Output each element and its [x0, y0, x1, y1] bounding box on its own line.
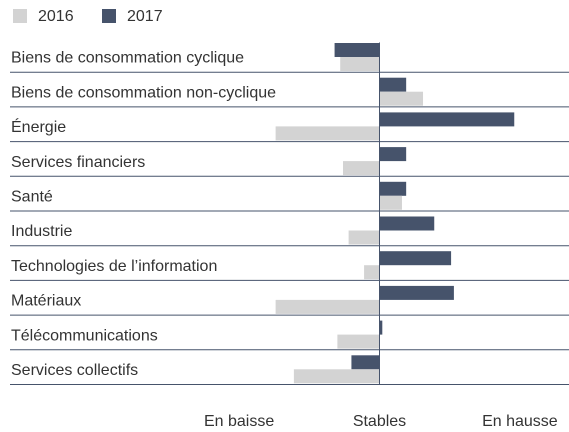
category-label: Santé	[11, 189, 53, 206]
category-label: Matériaux	[11, 293, 81, 310]
category-label: Industrie	[11, 223, 72, 240]
bar	[379, 320, 383, 335]
category-label: Biens de consommation cyclique	[11, 50, 244, 67]
category-label: Services collectifs	[11, 362, 138, 379]
bar	[379, 195, 402, 210]
legend-label: 2016	[38, 8, 74, 25]
bar	[364, 265, 380, 280]
bar	[379, 216, 435, 231]
bar	[348, 230, 380, 245]
bar	[275, 299, 380, 314]
bar	[351, 355, 380, 370]
x-tick-label: En hausse	[482, 413, 558, 430]
bar	[379, 285, 454, 300]
category-label: Énergie	[11, 117, 66, 136]
x-tick-label: Stables	[353, 413, 406, 430]
bar	[379, 251, 452, 266]
legend-label: 2017	[127, 8, 163, 25]
x-tick-label: En baisse	[204, 413, 274, 430]
category-label: Services financiers	[11, 154, 145, 171]
bar	[340, 57, 380, 71]
bar	[379, 147, 407, 162]
legend-swatch	[102, 9, 116, 23]
bar	[337, 334, 380, 349]
bar	[379, 181, 407, 196]
category-label: Technologies de l’information	[11, 258, 217, 275]
bar	[275, 126, 380, 141]
bar	[343, 161, 380, 176]
category-label: Biens de consommation non-cyclique	[11, 84, 276, 101]
bar	[379, 91, 424, 106]
bar	[334, 43, 380, 57]
bar	[379, 77, 407, 92]
bar	[293, 369, 380, 384]
category-label: Télécommunications	[11, 327, 158, 344]
legend-swatch	[13, 9, 27, 23]
bar	[379, 112, 515, 127]
